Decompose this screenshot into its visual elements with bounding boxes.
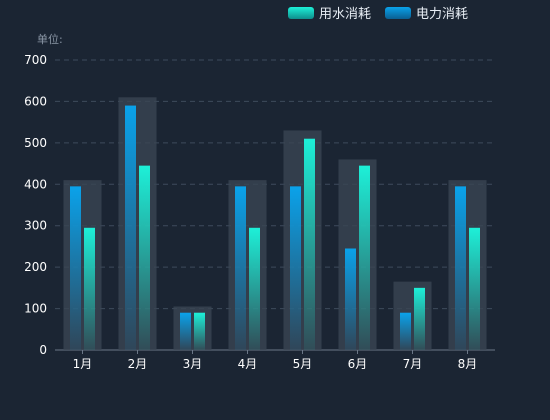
legend-item-water[interactable]: 用水消耗: [288, 3, 371, 22]
x-tick-label: 1月: [73, 357, 93, 371]
bar-power: [70, 186, 81, 350]
background-band: [393, 281, 432, 350]
bar-water: [359, 165, 370, 350]
background-band: [283, 130, 322, 350]
y-tick-label: 200: [24, 260, 47, 274]
bar-power: [290, 186, 301, 350]
y-unit-label: 单位:: [37, 33, 63, 46]
y-tick-label: 0: [39, 343, 47, 357]
bar-power: [180, 312, 191, 350]
legend-label-water: 用水消耗: [319, 7, 372, 22]
bar-water: [414, 287, 425, 350]
x-tick-label: 3月: [183, 357, 203, 371]
y-tick-label: 500: [24, 136, 47, 150]
bar-power: [235, 186, 246, 350]
x-tick-label: 5月: [293, 357, 313, 371]
bar-water: [249, 227, 260, 350]
bar-power: [345, 248, 356, 350]
x-tick-label: 6月: [348, 357, 368, 371]
bar-power: [125, 105, 136, 350]
background-band: [338, 159, 377, 350]
bar-water: [139, 165, 150, 350]
x-tick-label: 8月: [458, 357, 478, 371]
background-band: [228, 180, 267, 350]
legend: 用水消耗 电力消耗: [288, 3, 468, 22]
bar-water: [194, 312, 205, 350]
legend-swatch-power: [385, 6, 412, 19]
background-band: [63, 180, 102, 350]
y-tick-label: 300: [24, 219, 47, 233]
bar-water: [84, 227, 95, 350]
background-band: [173, 306, 212, 350]
bar-power: [455, 186, 466, 350]
y-tick-label: 600: [24, 94, 47, 108]
background-band: [118, 97, 157, 351]
legend-label-power: 电力消耗: [416, 7, 469, 22]
x-tick-label: 7月: [403, 357, 423, 371]
y-tick-label: 700: [24, 53, 47, 67]
legend-swatch-water: [288, 6, 314, 19]
y-tick-label: 100: [24, 302, 47, 316]
x-tick-label: 2月: [128, 357, 148, 371]
bar-water: [304, 138, 315, 350]
x-tick-label: 4月: [238, 357, 258, 371]
bar-power: [400, 312, 411, 350]
bar-water: [469, 227, 480, 350]
y-tick-label: 400: [24, 177, 47, 191]
legend-item-power[interactable]: 电力消耗: [385, 3, 468, 22]
background-band: [448, 180, 487, 350]
